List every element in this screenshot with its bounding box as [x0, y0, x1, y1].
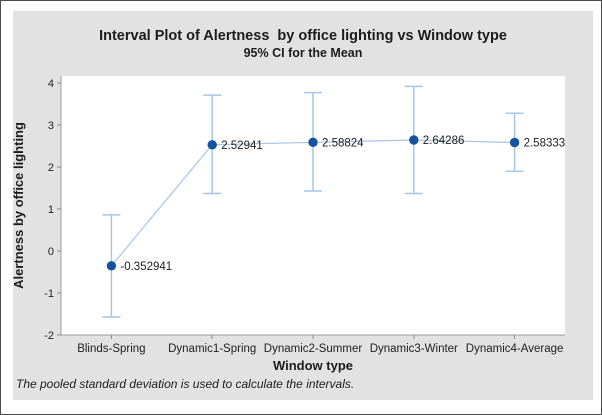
- y-tick-label: 3: [48, 120, 54, 132]
- mean-value-label: -0.352941: [120, 261, 172, 273]
- mean-value-label: 2.58824: [322, 137, 364, 149]
- pooled-sd-footnote: The pooled standard deviation is used to…: [16, 377, 355, 391]
- y-tick-label: 2: [48, 162, 54, 174]
- mean-marker: [207, 140, 217, 150]
- mean-value-label: 2.58333: [524, 138, 566, 150]
- mean-value-label: 2.64286: [423, 135, 465, 147]
- y-tick-label: 1: [48, 204, 54, 216]
- x-category-label: Dynamic4-Average: [466, 343, 564, 355]
- x-category-label: Dynamic2-Summer: [264, 343, 363, 355]
- x-category-label: Blinds-Spring: [77, 343, 145, 355]
- y-tick-label: 0: [48, 246, 54, 258]
- mean-marker: [409, 135, 419, 145]
- y-axis-title: Alertness by office lighting: [11, 122, 26, 289]
- y-tick-label: -1: [44, 288, 54, 300]
- y-tick-label: 4: [48, 78, 54, 90]
- mean-marker: [308, 137, 318, 147]
- chart-title: Interval Plot of Alertness by office lig…: [99, 28, 507, 44]
- chart-subtitle: 95% CI for the Mean: [243, 46, 363, 60]
- x-category-label: Dynamic3-Winter: [370, 343, 458, 355]
- x-category-label: Dynamic1-Spring: [168, 343, 256, 355]
- mean-marker: [106, 261, 117, 271]
- y-tick-label: -2: [44, 330, 54, 342]
- mean-marker: [509, 137, 520, 148]
- mean-value-label: 2.52941: [221, 140, 263, 152]
- x-axis-title: Window type: [273, 358, 353, 373]
